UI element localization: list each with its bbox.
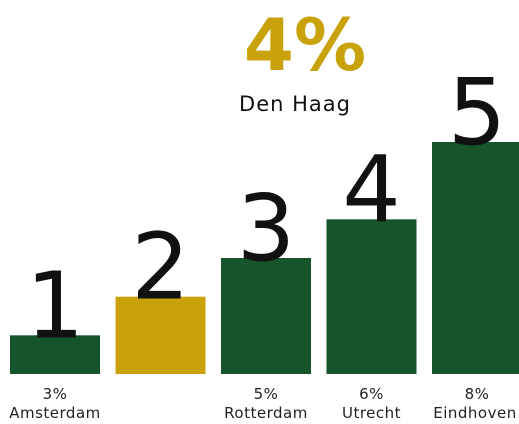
value-label: 3%	[43, 385, 68, 403]
value-label: 5%	[254, 385, 279, 403]
bar	[326, 219, 417, 374]
bar	[10, 335, 100, 374]
category-label: Rotterdam	[224, 404, 308, 422]
rank: 2	[131, 214, 190, 321]
category-label: Utrecht	[342, 404, 401, 422]
highlight-value: 4%	[244, 3, 366, 87]
rank: 5	[448, 59, 507, 166]
category-label: Amsterdam	[9, 404, 101, 422]
value-label: 6%	[359, 385, 384, 403]
category-label: Eindhoven	[433, 404, 516, 422]
rank: 3	[237, 175, 296, 282]
highlight-category: Den Haag	[239, 92, 351, 116]
bar	[432, 142, 519, 374]
value-label: 8%	[465, 385, 490, 403]
bar	[221, 258, 311, 374]
rank: 1	[26, 252, 85, 359]
rank: 4	[342, 136, 401, 243]
bar	[115, 296, 206, 374]
